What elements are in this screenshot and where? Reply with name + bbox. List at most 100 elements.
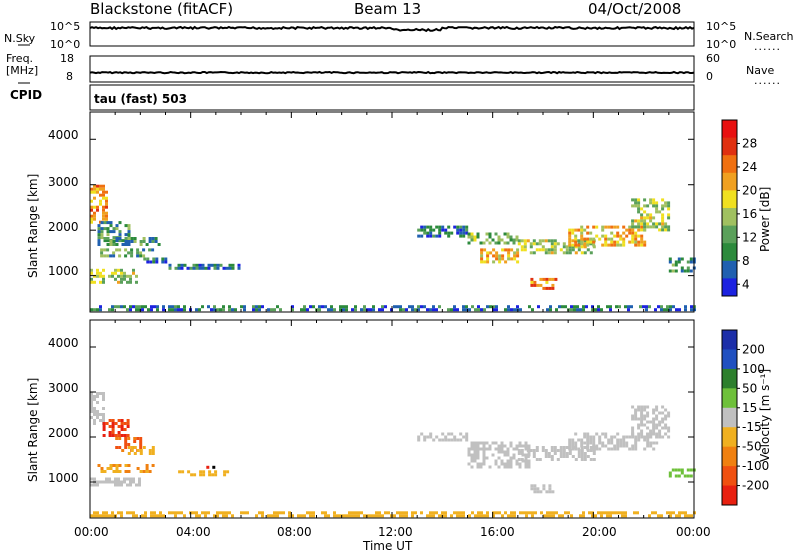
xtick-0000-end: 00:00 [676, 525, 711, 539]
velocity-patch [206, 465, 216, 469]
velocity-colorbar-tick-label: -50 [742, 440, 762, 454]
power-patch [417, 225, 469, 238]
beam-title: Beam 13 [354, 0, 422, 18]
velocity-patch [97, 464, 155, 473]
power-colorbar-segment [722, 208, 737, 227]
velocity-colorbar-tick-label: -100 [742, 459, 769, 473]
cpid-panel-frame [89, 84, 695, 111]
nsearch-tick-top: 10^5 [706, 20, 737, 33]
nave-tick-bottom: 0 [706, 70, 713, 83]
velocity-colorbar-tick-label: 50 [742, 381, 757, 395]
velocity-patch [568, 432, 659, 451]
nsky-tick-bottom: 10^0 [50, 38, 81, 51]
power-plot-bg [90, 112, 694, 312]
cpid-value: tau (fast) 503 [94, 92, 187, 106]
xtick-0400: 04:00 [176, 525, 211, 539]
nsky-panel-frame [89, 21, 695, 47]
power-patch [143, 257, 168, 264]
power-colorbar-tick-label: 12 [742, 230, 757, 244]
velocity-colorbar-tick-label: 15 [742, 401, 757, 415]
velocity-colorbar-tick-label: -200 [742, 479, 769, 493]
nsearch-label: N.Search [744, 30, 794, 43]
power-colorbar-tick-label: 20 [742, 183, 757, 197]
date-title: 04/Oct/2008 [588, 0, 682, 18]
power-patch [97, 237, 161, 246]
xtick-0800: 08:00 [277, 525, 312, 539]
power-patch [568, 225, 647, 247]
power-patch [168, 263, 241, 270]
velocity-colorbar-segment [722, 427, 737, 448]
velocity-patch [178, 470, 230, 477]
power-ytick-4000: 4000 [48, 128, 79, 142]
power-colorbar-segment [722, 137, 737, 156]
power-colorbar-segment [722, 260, 737, 279]
nsearch-tick-bottom: 10^0 [706, 38, 737, 51]
power-colorbar-tick-label: 28 [742, 136, 757, 150]
velocity-colorbar-segment [722, 330, 737, 350]
freq-trace [89, 70, 695, 75]
power-colorbar-segment [722, 278, 737, 297]
power-patch [467, 232, 519, 245]
xtick-1600: 16:00 [480, 525, 515, 539]
velocity-colorbar-segment [722, 446, 737, 467]
freq-tick-bottom: 8 [66, 70, 73, 83]
velocity-patch [90, 511, 696, 518]
nsky-label: N.Sky [4, 32, 36, 45]
velocity-colorbar-frame [721, 329, 738, 506]
power-patch [530, 277, 558, 290]
power-patch [517, 239, 596, 255]
xtick-1200: 12:00 [378, 525, 413, 539]
velocity-colorbar-segment [722, 349, 737, 370]
velocity-colorbar-segment [722, 466, 737, 487]
power-colorbar-tick-label: 16 [742, 207, 757, 221]
velocity-colorbar-segment [722, 368, 737, 389]
power-colorbar-tick-label: 24 [742, 160, 757, 174]
power-colorbar-tick-label: 4 [742, 277, 750, 291]
nave-tick-top: 60 [706, 52, 720, 65]
freq-label: Freq. [6, 52, 34, 65]
velocity-patch [127, 446, 155, 455]
velocity-colorbar-tick-label: 100 [742, 362, 765, 376]
power-colorbar-segment [722, 225, 737, 244]
xlabel: Time UT [363, 539, 413, 553]
nsky-tick-top: 10^5 [50, 20, 81, 33]
power-colorbar-segment [722, 155, 737, 174]
power-patch [631, 198, 671, 232]
power-colorbar-frame [721, 119, 738, 297]
velocity-colorbar-tick-label: -15 [742, 420, 762, 434]
velocity-patch [631, 405, 671, 439]
velocity-ytick-2000: 2000 [48, 426, 79, 440]
velocity-colorbar-tick-label: 200 [742, 342, 765, 356]
velocity-colorbar-segment [722, 407, 737, 428]
power-patch [100, 248, 155, 258]
velocity-patch [417, 432, 469, 442]
freq-tick-top: 18 [60, 52, 74, 65]
power-ytick-1000: 1000 [48, 264, 79, 278]
nsky-trace [89, 25, 695, 33]
power-colorbar-segment [722, 172, 737, 191]
power-ytick-2000: 2000 [48, 220, 79, 234]
station-title: Blackstone (fitACF) [90, 0, 234, 18]
velocity-ytick-3000: 3000 [48, 381, 79, 395]
power-patch [480, 248, 520, 264]
power-colorbar-segment [722, 190, 737, 209]
nave-label: Nave [746, 64, 775, 77]
power-colorbar-segment [722, 243, 737, 262]
nave-dotted-legend: ...... [754, 74, 781, 87]
velocity-patch [530, 484, 555, 494]
xtick-0000: 00:00 [74, 525, 109, 539]
power-patch [90, 268, 138, 284]
power-patch [90, 305, 696, 312]
velocity-ytick-1000: 1000 [48, 471, 79, 485]
power-colorbar-segment [722, 120, 737, 139]
power-ytick-3000: 3000 [48, 175, 79, 189]
nsearch-dotted-legend: ...... [754, 40, 781, 53]
freq-unit: [MHz] [6, 64, 39, 77]
velocity-colorbar-segment [722, 388, 737, 409]
velocity-plot-bg [90, 320, 694, 518]
freq-panel-frame [89, 55, 695, 83]
cpid-label: CPID [10, 88, 43, 102]
xtick-2000: 20:00 [582, 525, 617, 539]
power-colorbar-tick-label: 8 [742, 254, 750, 268]
